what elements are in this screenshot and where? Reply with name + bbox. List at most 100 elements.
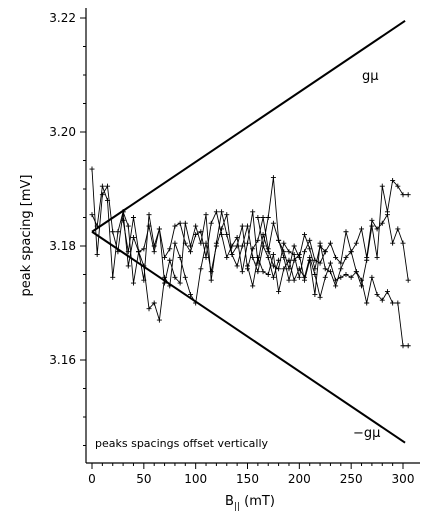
data-point-marker [374,254,380,260]
data-point-marker [390,300,396,306]
data-point-marker [333,254,339,260]
data-point-marker [182,274,188,280]
data-point-marker [369,223,375,229]
data-series [89,183,328,286]
data-point-marker [213,240,219,246]
data-point-marker [162,280,168,286]
data-point-marker [151,249,157,255]
data-point-marker [286,249,292,255]
data-point-marker [89,166,95,172]
data-point-marker [291,277,297,283]
data-point-marker [120,209,126,215]
data-point-marker [327,269,333,275]
data-point-marker [105,197,111,203]
series-line [91,186,326,285]
data-point-marker [338,274,344,280]
y-tick-label: 3.18 [49,239,76,253]
data-point-marker [265,249,271,255]
series-line [247,254,409,347]
data-point-marker [307,254,313,260]
data-point-marker [281,254,287,260]
data-point-marker [281,266,287,272]
data-point-marker [172,274,178,280]
x-tick-label: 300 [392,472,415,486]
data-point-marker [286,257,292,263]
y-tick-label: 3.22 [49,11,76,25]
data-point-marker [260,243,266,249]
data-point-marker [400,240,406,246]
data-point-marker [286,277,292,283]
data-point-marker [255,215,261,220]
data-point-marker [384,289,390,295]
data-point-marker [182,240,188,246]
data-point-marker [379,297,385,303]
data-point-marker [115,229,121,235]
data-point-marker [369,274,375,280]
data-series [255,175,411,297]
data-point-marker [281,240,287,246]
data-point-marker [250,283,256,289]
data-point-marker [172,223,178,229]
data-point-marker [322,274,328,280]
data-point-marker [260,215,266,220]
data-point-marker [224,254,230,260]
data-point-marker [229,243,235,249]
data-point-marker [203,240,209,246]
data-point-marker [187,291,193,297]
data-point-marker [250,209,256,215]
data-point-marker [94,223,100,229]
data-point-marker [343,229,349,235]
data-point-marker [224,232,230,238]
data-point-marker [307,237,313,243]
data-point-marker [359,277,365,283]
data-point-marker [317,294,323,300]
data-point-marker [276,289,282,295]
data-point-marker [198,266,204,272]
data-point-marker [327,240,333,246]
data-point-marker [151,300,157,306]
data-point-marker [374,291,380,297]
x-tick-label: 200 [288,472,311,486]
data-point-marker [125,223,131,229]
axes-layer [85,8,420,464]
data-point-marker [390,177,396,183]
data-point-marker [245,240,250,246]
data-point-marker [348,249,354,255]
data-point-marker [379,183,385,189]
y-axis-label: peak spacing [mV] [19,175,34,297]
data-point-marker [177,254,183,260]
data-point-marker [208,220,214,226]
data-point-marker [395,183,401,189]
data-series [120,209,411,283]
data-point-marker [198,229,204,235]
data-point-marker [364,257,370,263]
data-point-marker [255,269,261,275]
data-point-marker [317,240,323,246]
series-line [257,177,409,295]
data-point-marker [198,240,204,246]
data-point-marker [193,232,199,238]
data-point-marker [239,269,245,275]
data-point-marker [296,252,302,258]
data-point-marker [115,249,121,255]
data-point-marker [359,226,365,232]
data-point-marker [94,252,100,258]
data-point-marker [333,277,339,283]
data-point-marker [99,192,105,198]
data-point-marker [130,234,136,240]
data-point-marker [270,220,276,226]
x-tick-label: 0 [88,472,96,486]
data-point-marker [89,212,95,218]
data-point-marker [400,192,406,198]
ticks-layer: 3.16 3.18 3.20 3.22 0 50 100 150 200 250 300 [49,11,414,486]
data-point-marker [167,246,173,252]
data-point-marker [343,272,349,277]
data-series [245,252,411,349]
data-point-marker [338,266,344,272]
x-tick-label: 250 [340,472,363,486]
data-point-marker [245,223,250,229]
data-point-marker [250,254,256,260]
data-point-marker [156,226,162,232]
